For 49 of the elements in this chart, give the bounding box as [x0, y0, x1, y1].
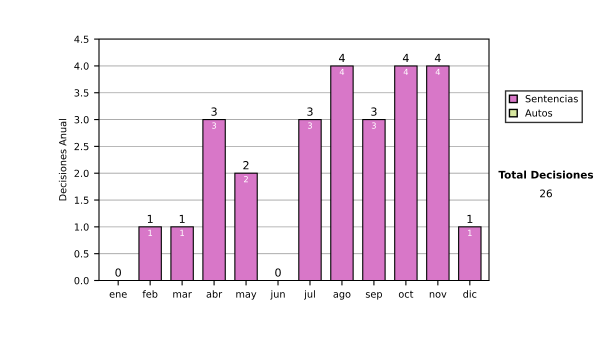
legend-label: Autos: [525, 109, 552, 117]
text: 0.0: [74, 276, 89, 284]
total-label: 2: [243, 161, 248, 170]
x-tick-label: abr: [206, 290, 222, 298]
data-label: 4: [340, 68, 344, 75]
text: Total Decisiones: [498, 170, 594, 179]
x-tick-label: jun: [270, 290, 285, 300]
data-label: 1: [148, 230, 152, 236]
text: 2.5: [74, 142, 88, 150]
x-tick-label: may: [236, 292, 256, 300]
total-label: 3: [371, 107, 377, 116]
total-label: 3: [307, 107, 313, 116]
total-label: 0: [115, 268, 121, 277]
total-label: 4: [338, 54, 345, 62]
x-tick-label: mar: [173, 292, 192, 298]
text: 4.5: [74, 36, 88, 43]
x-tick-label: ene: [110, 292, 127, 298]
total-label: 1: [180, 214, 185, 223]
total-label: 1: [468, 214, 472, 223]
total-label: 3: [211, 107, 217, 116]
text: 0.5: [74, 250, 88, 258]
y-axis-title: Decisiones Anual: [58, 119, 66, 200]
x-tick-label: feb: [142, 290, 158, 298]
text: 3.0: [74, 116, 89, 124]
data-label: 3: [308, 122, 312, 129]
total-label: 4: [402, 54, 409, 62]
x-tick-label: oct: [398, 290, 414, 298]
text: 1.5: [74, 196, 88, 204]
legend-label: Sentencias: [526, 94, 578, 102]
x-tick-label: dic: [463, 290, 476, 298]
data-label: 3: [212, 122, 216, 129]
data-label: 4: [436, 68, 440, 75]
text: 4.0: [74, 62, 89, 70]
data-label: 1: [180, 230, 184, 236]
data-label: 4: [404, 68, 408, 75]
data-label: 1: [468, 230, 472, 236]
text: 26: [540, 189, 552, 198]
text: 1.0: [74, 223, 89, 231]
total-label: 1: [148, 214, 153, 223]
x-tick-label: nov: [430, 292, 446, 298]
total-label: 4: [434, 54, 441, 62]
total-label: 0: [275, 268, 281, 277]
x-tick-label: ago: [333, 292, 350, 300]
data-label: 2: [244, 176, 248, 182]
data-label: 3: [372, 122, 376, 129]
text: 2.0: [74, 170, 89, 178]
text: 3.5: [74, 89, 88, 97]
x-tick-label: sep: [366, 292, 382, 300]
x-tick-label: jul: [304, 290, 315, 300]
